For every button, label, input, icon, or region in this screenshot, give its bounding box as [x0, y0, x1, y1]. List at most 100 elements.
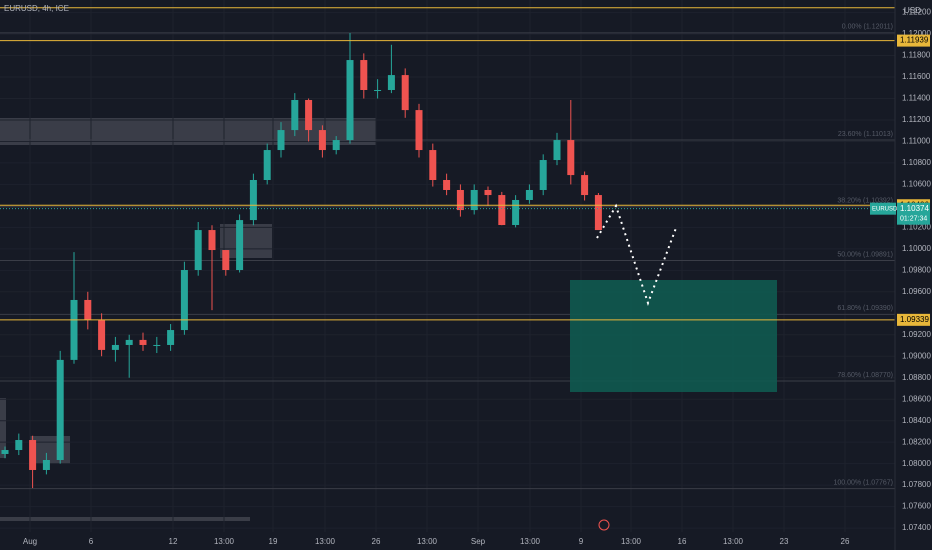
price-tag [897, 202, 930, 225]
x-tick-label: 6 [89, 537, 94, 546]
symbol-label: EURUSD [872, 206, 898, 212]
fib-label: 23.60% (1.11013) [838, 131, 893, 138]
x-tick-label: 19 [269, 537, 278, 546]
y-tick-label: 1.08600 [902, 394, 931, 403]
projection-path [596, 203, 677, 307]
candle-body [567, 140, 575, 176]
candle-body [443, 180, 451, 190]
y-tick-label: 1.07400 [902, 523, 931, 532]
target-zone [570, 279, 777, 393]
candle-body [498, 195, 506, 226]
fib-label: 50.00% (1.09891) [837, 251, 893, 258]
y-tick-label: 1.09800 [902, 265, 931, 274]
fib-label: 78.60% (1.08770) [837, 372, 893, 379]
x-tick-label: 9 [579, 537, 584, 546]
candle-body [236, 220, 244, 271]
y-tick-label: 1.07800 [902, 480, 931, 489]
y-tick-label: 1.11800 [902, 51, 931, 60]
candle-body [139, 339, 147, 345]
candle-body [15, 440, 23, 451]
y-tick-label: 1.08800 [902, 373, 931, 382]
x-tick-label: 13:00 [417, 537, 438, 546]
candle-body [98, 319, 106, 350]
y-tick-label: 1.09000 [902, 351, 931, 360]
x-tick-label: 23 [780, 537, 789, 546]
x-tick-label: 13:00 [214, 537, 235, 546]
y-tick-label: 1.11600 [902, 72, 931, 81]
candle-body [318, 130, 326, 151]
chart-title: EURUSD, 4h, ICE [4, 4, 69, 13]
level-tag [897, 313, 930, 326]
candle-body [1, 450, 9, 454]
candle-body [167, 330, 175, 345]
fib-label: 100.00% (1.07767) [833, 480, 893, 487]
x-tick-label: Aug [23, 537, 37, 546]
candle-body [387, 75, 395, 91]
candle-body [263, 150, 271, 181]
candle-body [153, 344, 161, 346]
candle-body [429, 150, 437, 181]
candle-body [470, 189, 478, 211]
level-label: 1.09339 [900, 315, 929, 324]
scrollbar [0, 517, 250, 521]
x-tick-label: 13:00 [621, 537, 642, 546]
candle-body [360, 60, 368, 91]
fib-label: 38.20% (1.10392) [837, 198, 893, 205]
candle-body [56, 359, 64, 460]
event-icon [598, 519, 610, 531]
candle-body [374, 90, 382, 92]
y-tick-label: 1.10800 [902, 158, 931, 167]
y-tick-label: 1.11400 [902, 94, 931, 103]
x-tick-label: 12 [169, 537, 178, 546]
candle-body [539, 160, 547, 190]
candle-body [305, 99, 313, 131]
candle-body [525, 189, 533, 200]
candle-body [84, 299, 92, 320]
y-tick-label: 1.08000 [902, 459, 931, 468]
candle-body [70, 299, 78, 360]
level-tag [897, 34, 930, 47]
candle-body [456, 189, 464, 211]
level-label: 1.11939 [900, 36, 929, 45]
x-tick-label: Sep [471, 537, 486, 546]
y-tick-label: 1.09600 [902, 287, 931, 296]
candle-body [208, 230, 216, 251]
y-tick-label: 1.10000 [902, 244, 931, 253]
x-tick-label: 26 [372, 537, 381, 546]
x-tick-label: 26 [841, 537, 850, 546]
candle-body [484, 189, 492, 196]
candle-body [401, 75, 409, 111]
currency: USD [904, 6, 921, 15]
candle-body [125, 339, 133, 345]
y-tick-label: 1.12200 [902, 8, 931, 17]
countdown: 01:27:34 [900, 216, 927, 223]
price-label: 1.10374 [900, 204, 929, 213]
candle-body [222, 250, 230, 271]
candle-body [180, 270, 188, 331]
y-tick-label: 1.09200 [902, 330, 931, 339]
x-tick-label: 13:00 [723, 537, 744, 546]
y-tick-label: 1.10200 [902, 222, 931, 231]
candle-body [42, 459, 50, 470]
fib-label: 61.80% (1.09390) [837, 305, 893, 312]
fib-label: 0.00% (1.12011) [842, 24, 893, 31]
candle-body [594, 195, 602, 231]
candle-body [277, 130, 285, 151]
candle-body [29, 440, 37, 470]
symbol-tag [870, 202, 896, 215]
candle-body [249, 180, 257, 221]
y-tick-label: 1.11200 [902, 115, 931, 124]
y-tick-label: 1.08400 [902, 416, 931, 425]
candle-body [194, 230, 202, 271]
y-tick-label: 1.08200 [902, 437, 931, 446]
candle-body [291, 99, 299, 131]
price-axis [895, 0, 932, 550]
candle-body [346, 60, 354, 141]
x-tick-label: 13:00 [520, 537, 541, 546]
y-tick-label: 1.11000 [902, 137, 931, 146]
candle-body [553, 140, 561, 161]
candle-body [332, 140, 340, 151]
x-tick-label: 13:00 [315, 537, 336, 546]
